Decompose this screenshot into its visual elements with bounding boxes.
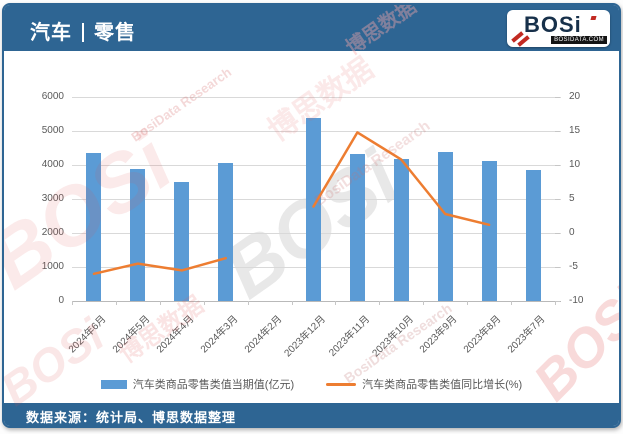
x-axis-label: 2024年2月 <box>242 313 285 356</box>
left-axis-label: 0 <box>58 295 64 306</box>
left-axis-label: 3000 <box>41 193 64 204</box>
legend-line-label: 汽车类商品零售类值同比增长(%) <box>362 379 523 391</box>
title-left: 汽车 <box>30 22 72 44</box>
x-axis-tick <box>204 301 205 305</box>
right-axis-label: 10 <box>569 159 581 170</box>
x-axis-label: 2023年12月 <box>282 313 329 360</box>
x-axis-tick <box>116 301 117 305</box>
right-axis-tick <box>555 267 560 268</box>
x-axis-tick <box>160 301 161 305</box>
bar <box>481 160 497 301</box>
title-right: 零售 <box>94 22 136 44</box>
x-axis-tick <box>292 301 293 305</box>
legend: 汽车类商品零售类值当期值(亿元) 汽车类商品零售类值同比增长(%) <box>4 376 619 392</box>
right-axis-label: -5 <box>569 261 578 272</box>
x-axis-label: 2023年9月 <box>418 313 460 356</box>
legend-item-line: 汽车类商品零售类值同比增长(%) <box>326 376 522 392</box>
bar <box>437 152 453 301</box>
right-axis-tick <box>555 97 560 98</box>
x-axis-tick <box>248 301 249 305</box>
plot-area: 0 -10 1000 -5 2000 0 3000 5 4000 10 5000 15 6000 20 20… <box>42 91 584 359</box>
right-axis-label: -10 <box>569 295 584 306</box>
right-axis-label: 15 <box>569 125 581 136</box>
x-axis-label: 2023年8月 <box>462 313 504 356</box>
logo-brand-text: BOSi <box>524 12 582 37</box>
x-axis-tick <box>335 301 336 305</box>
line-series <box>92 131 491 276</box>
x-axis-tick <box>379 301 380 305</box>
bar <box>174 182 190 301</box>
grid-line <box>72 301 561 302</box>
x-axis-label: 2024年3月 <box>198 313 241 356</box>
bar <box>130 169 146 301</box>
x-axis-tick <box>511 301 512 305</box>
bar <box>218 162 234 301</box>
grid-line <box>72 97 561 98</box>
right-axis-tick <box>555 199 560 200</box>
bar <box>393 159 409 301</box>
left-axis-label: 5000 <box>41 125 64 136</box>
x-axis-tick <box>72 301 73 305</box>
bar <box>525 170 541 301</box>
logo-domain-text: BOSIDATA.COM <box>551 36 607 44</box>
x-axis-tick <box>467 301 468 305</box>
legend-bar-label: 汽车类商品零售类值当期值(亿元) <box>132 379 295 391</box>
bar-swatch-icon <box>100 379 127 389</box>
bosi-logo: BOSi BOSIDATA.COM <box>507 10 610 47</box>
line-path <box>92 131 491 276</box>
x-axis-label: 2023年7月 <box>506 313 548 356</box>
x-axis-label: 2024年4月 <box>154 313 197 356</box>
left-axis-label: 6000 <box>41 91 64 102</box>
legend-item-bar: 汽车类商品零售类值当期值(亿元) <box>100 376 295 392</box>
right-axis-tick <box>555 233 560 234</box>
left-axis-label: 2000 <box>41 227 64 238</box>
right-axis-tick <box>555 301 560 302</box>
right-axis-tick <box>555 131 560 132</box>
logo-accent-dot <box>590 16 597 20</box>
x-axis-label: 2024年6月 <box>66 313 109 356</box>
right-axis-label: 20 <box>569 91 581 102</box>
left-axis-label: 1000 <box>41 261 64 272</box>
footer-bar: 数据来源：统计局、博思数据整理 <box>4 403 619 426</box>
bar <box>349 153 365 301</box>
bar <box>86 153 102 301</box>
page-title: 汽车 零售 <box>30 16 136 45</box>
chart-card: 汽车 零售 BOSi BOSIDATA.COM BOSi 0 -10 1000 -5 20… <box>2 3 621 428</box>
line-swatch-icon <box>326 382 357 386</box>
header-bar: 汽车 零售 BOSi BOSIDATA.COM <box>4 5 619 51</box>
bar <box>306 117 321 301</box>
x-axis-tick <box>555 301 556 305</box>
right-axis-tick <box>555 165 560 166</box>
x-axis-tick <box>423 301 424 305</box>
left-axis-label: 4000 <box>41 159 64 170</box>
right-axis-label: 5 <box>569 193 575 204</box>
x-axis-label: 2023年11月 <box>327 313 373 359</box>
x-axis-label: 2024年5月 <box>110 313 153 356</box>
title-divider <box>82 23 84 42</box>
chart-area: BOSi 0 -10 1000 -5 2000 0 3000 5 4000 10 5000 15 600… <box>4 51 619 403</box>
data-source-text: 数据来源：统计局、博思数据整理 <box>26 410 237 425</box>
right-axis-label: 0 <box>569 227 575 238</box>
x-axis-label: 2023年10月 <box>370 313 416 360</box>
